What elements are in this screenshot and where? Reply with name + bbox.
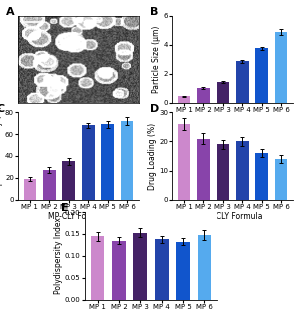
Bar (91, 236, 104, 300)
Bar (82, 125, 95, 200)
Bar (198, 235, 211, 300)
X-axis label: MP-CLY Formula: MP-CLY Formula (48, 212, 109, 221)
Bar (121, 121, 133, 200)
Y-axis label: Entrapment Efficiency (%): Entrapment Efficiency (%) (0, 106, 3, 206)
Bar (178, 124, 190, 200)
X-axis label: MP-CLY Formula: MP-CLY Formula (202, 115, 263, 124)
Y-axis label: Particle Size (μm): Particle Size (μm) (153, 26, 161, 93)
Bar (176, 242, 190, 300)
Bar (133, 233, 147, 300)
Y-axis label: Polydispersity Index: Polydispersity Index (53, 217, 63, 294)
Bar (112, 241, 126, 300)
Bar (236, 141, 249, 200)
Bar (197, 139, 210, 200)
Text: A: A (6, 7, 15, 17)
Bar (217, 144, 229, 200)
Bar (255, 153, 268, 200)
X-axis label: MP-CLY Formula: MP-CLY Formula (202, 212, 263, 221)
Y-axis label: Drug Loading (%): Drug Loading (%) (148, 122, 157, 190)
Text: 5 μm: 5 μm (23, 26, 37, 31)
Bar (155, 239, 169, 300)
Bar (101, 124, 114, 200)
Text: E: E (61, 203, 68, 213)
Text: B: B (150, 7, 159, 17)
Bar (43, 170, 56, 200)
Bar (275, 32, 288, 103)
Bar (24, 179, 36, 200)
Bar (236, 61, 249, 103)
Bar (275, 159, 288, 200)
Bar (63, 162, 75, 200)
Bar (217, 82, 229, 103)
Bar (197, 88, 210, 103)
Text: D: D (150, 104, 160, 114)
Bar (178, 96, 190, 103)
Text: C: C (0, 104, 5, 114)
Bar (255, 48, 268, 103)
